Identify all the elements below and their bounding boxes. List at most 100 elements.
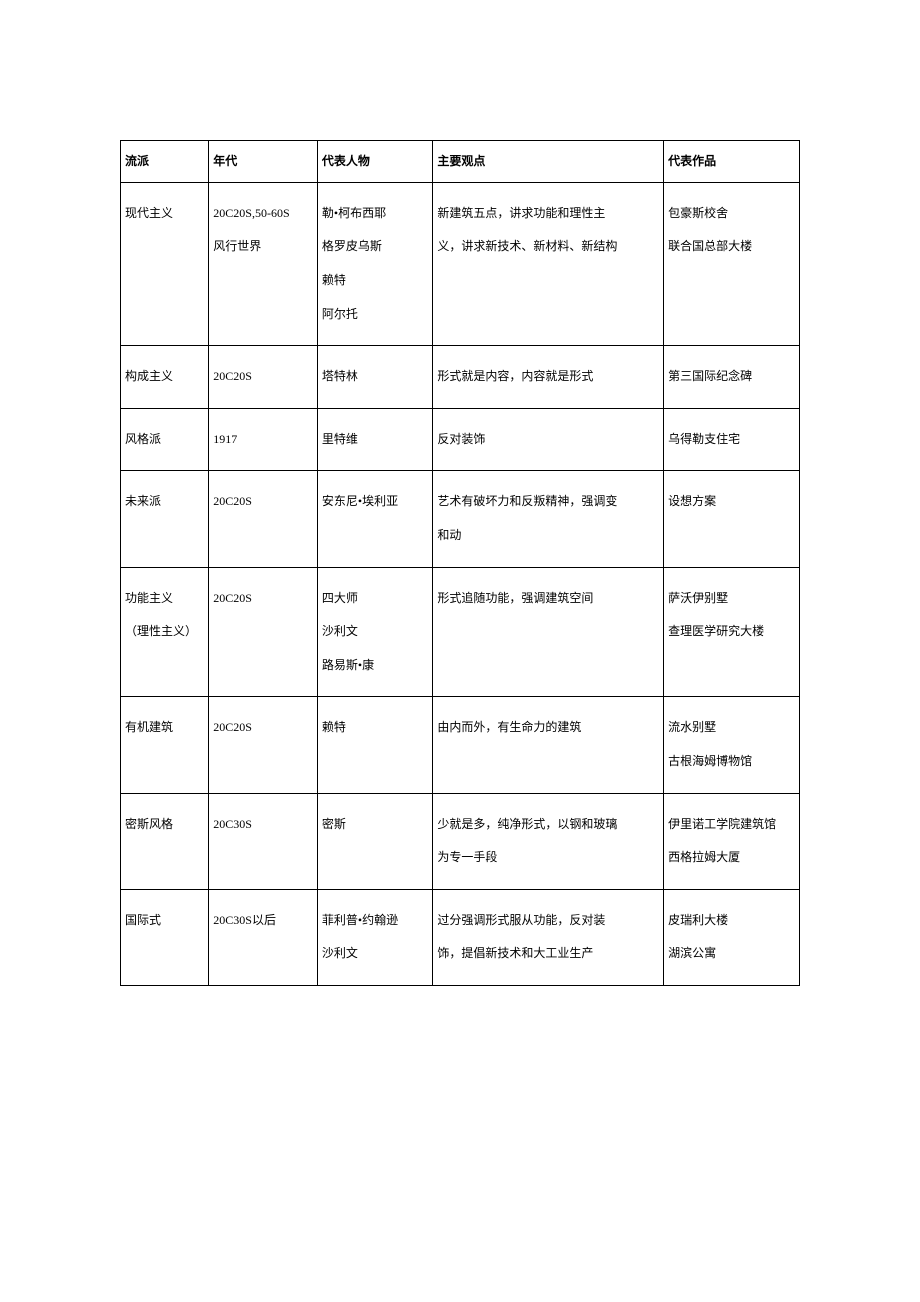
header-people: 代表人物 bbox=[317, 141, 432, 183]
cell-works: 乌得勒支住宅 bbox=[664, 408, 800, 471]
cell-works: 第三国际纪念碑 bbox=[664, 346, 800, 409]
table-body: 流派 年代 代表人物 主要观点 代表作品 现代主义20C20S,50-60S风行… bbox=[121, 141, 800, 986]
text-line: 20C20S,50-60S bbox=[213, 197, 313, 231]
cell-text: 流水别墅古根海姆博物馆 bbox=[664, 697, 799, 792]
cell-works: 皮瑞利大楼湖滨公寓 bbox=[664, 889, 800, 985]
cell-viewpoint: 过分强调形式服从功能，反对装饰，提倡新技术和大工业生产 bbox=[433, 889, 664, 985]
table-header-row: 流派 年代 代表人物 主要观点 代表作品 bbox=[121, 141, 800, 183]
cell-works: 包豪斯校舍联合国总部大楼 bbox=[664, 182, 800, 345]
architecture-schools-table: 流派 年代 代表人物 主要观点 代表作品 现代主义20C20S,50-60S风行… bbox=[120, 140, 800, 986]
text-line: 形式就是内容，内容就是形式 bbox=[437, 360, 659, 394]
text-line: 饰，提倡新技术和大工业生产 bbox=[437, 937, 659, 971]
cell-era: 20C20S bbox=[209, 697, 318, 793]
text-line: 由内而外，有生命力的建筑 bbox=[437, 711, 659, 745]
text-line: 西格拉姆大厦 bbox=[668, 841, 795, 875]
text-line: 阿尔托 bbox=[322, 298, 428, 332]
text-line: 四大师 bbox=[322, 582, 428, 616]
cell-text: 20C20S bbox=[209, 568, 317, 630]
cell-school: 未来派 bbox=[121, 471, 209, 567]
cell-era: 20C20S bbox=[209, 567, 318, 697]
text-line: 20C20S bbox=[213, 582, 313, 616]
cell-text: 未来派 bbox=[121, 471, 208, 533]
cell-text: 密斯风格 bbox=[121, 794, 208, 856]
cell-school: 风格派 bbox=[121, 408, 209, 471]
cell-school: 有机建筑 bbox=[121, 697, 209, 793]
table-row: 构成主义20C20S塔特林形式就是内容，内容就是形式第三国际纪念碑 bbox=[121, 346, 800, 409]
text-line: 查理医学研究大楼 bbox=[668, 615, 795, 649]
cell-text: 新建筑五点，讲求功能和理性主义，讲求新技术、新材料、新结构 bbox=[433, 183, 663, 278]
text-line: 现代主义 bbox=[125, 197, 204, 231]
text-line: 国际式 bbox=[125, 904, 204, 938]
cell-people: 菲利普•约翰逊沙利文 bbox=[317, 889, 432, 985]
text-line: 设想方案 bbox=[668, 485, 795, 519]
cell-people: 四大师沙利文路易斯•康 bbox=[317, 567, 432, 697]
cell-text: 1917 bbox=[209, 409, 317, 471]
text-line: 路易斯•康 bbox=[322, 649, 428, 683]
text-line: 过分强调形式服从功能，反对装 bbox=[437, 904, 659, 938]
cell-viewpoint: 形式就是内容，内容就是形式 bbox=[433, 346, 664, 409]
cell-people: 里特维 bbox=[317, 408, 432, 471]
cell-text: 设想方案 bbox=[664, 471, 799, 533]
cell-era: 20C30S bbox=[209, 793, 318, 889]
text-line: 赖特 bbox=[322, 264, 428, 298]
cell-text: 少就是多，纯净形式，以钢和玻璃为专一手段 bbox=[433, 794, 663, 889]
cell-text: 密斯 bbox=[318, 794, 432, 856]
text-line: 塔特林 bbox=[322, 360, 428, 394]
cell-people: 赖特 bbox=[317, 697, 432, 793]
text-line: 包豪斯校舍 bbox=[668, 197, 795, 231]
text-line: 沙利文 bbox=[322, 615, 428, 649]
cell-text: 构成主义 bbox=[121, 346, 208, 408]
cell-text: 过分强调形式服从功能，反对装饰，提倡新技术和大工业生产 bbox=[433, 890, 663, 985]
text-line: 20C20S bbox=[213, 711, 313, 745]
cell-viewpoint: 反对装饰 bbox=[433, 408, 664, 471]
cell-text: 菲利普•约翰逊沙利文 bbox=[318, 890, 432, 985]
text-line: 伊里诺工学院建筑馆 bbox=[668, 808, 795, 842]
cell-school: 功能主义（理性主义） bbox=[121, 567, 209, 697]
text-line: 流水别墅 bbox=[668, 711, 795, 745]
text-line: 艺术有破坏力和反叛精神，强调变 bbox=[437, 485, 659, 519]
text-line: 格罗皮乌斯 bbox=[322, 230, 428, 264]
cell-text: 皮瑞利大楼湖滨公寓 bbox=[664, 890, 799, 985]
table-row: 密斯风格20C30S密斯少就是多，纯净形式，以钢和玻璃为专一手段伊里诺工学院建筑… bbox=[121, 793, 800, 889]
text-line: 和动 bbox=[437, 519, 659, 553]
text-line: 20C20S bbox=[213, 485, 313, 519]
cell-text: 20C20S,50-60S风行世界 bbox=[209, 183, 317, 278]
cell-text: 形式就是内容，内容就是形式 bbox=[433, 346, 663, 408]
cell-text: 反对装饰 bbox=[433, 409, 663, 471]
text-line: 构成主义 bbox=[125, 360, 204, 394]
text-line: 里特维 bbox=[322, 423, 428, 457]
text-line: 赖特 bbox=[322, 711, 428, 745]
cell-text: 国际式 bbox=[121, 890, 208, 952]
text-line: 乌得勒支住宅 bbox=[668, 423, 795, 457]
text-line: 皮瑞利大楼 bbox=[668, 904, 795, 938]
cell-viewpoint: 新建筑五点，讲求功能和理性主义，讲求新技术、新材料、新结构 bbox=[433, 182, 664, 345]
text-line: 菲利普•约翰逊 bbox=[322, 904, 428, 938]
cell-text: 有机建筑 bbox=[121, 697, 208, 759]
cell-text: 赖特 bbox=[318, 697, 432, 759]
text-line: 古根海姆博物馆 bbox=[668, 745, 795, 779]
text-line: 沙利文 bbox=[322, 937, 428, 971]
cell-text: 由内而外，有生命力的建筑 bbox=[433, 697, 663, 759]
text-line: 安东尼•埃利亚 bbox=[322, 485, 428, 519]
cell-school: 构成主义 bbox=[121, 346, 209, 409]
text-line: 新建筑五点，讲求功能和理性主 bbox=[437, 197, 659, 231]
text-line: 密斯风格 bbox=[125, 808, 204, 842]
cell-works: 萨沃伊别墅查理医学研究大楼 bbox=[664, 567, 800, 697]
cell-viewpoint: 形式追随功能，强调建筑空间 bbox=[433, 567, 664, 697]
cell-school: 现代主义 bbox=[121, 182, 209, 345]
text-line: 1917 bbox=[213, 423, 313, 457]
cell-era: 20C20S bbox=[209, 346, 318, 409]
text-line: 风行世界 bbox=[213, 230, 313, 264]
text-line: 风格派 bbox=[125, 423, 204, 457]
cell-era: 1917 bbox=[209, 408, 318, 471]
text-line: （理性主义） bbox=[125, 615, 204, 649]
cell-works: 设想方案 bbox=[664, 471, 800, 567]
text-line: 少就是多，纯净形式，以钢和玻璃 bbox=[437, 808, 659, 842]
cell-text: 形式追随功能，强调建筑空间 bbox=[433, 568, 663, 630]
text-line: 密斯 bbox=[322, 808, 428, 842]
cell-era: 20C20S,50-60S风行世界 bbox=[209, 182, 318, 345]
cell-people: 塔特林 bbox=[317, 346, 432, 409]
cell-text: 风格派 bbox=[121, 409, 208, 471]
cell-text: 现代主义 bbox=[121, 183, 208, 245]
cell-text: 第三国际纪念碑 bbox=[664, 346, 799, 408]
